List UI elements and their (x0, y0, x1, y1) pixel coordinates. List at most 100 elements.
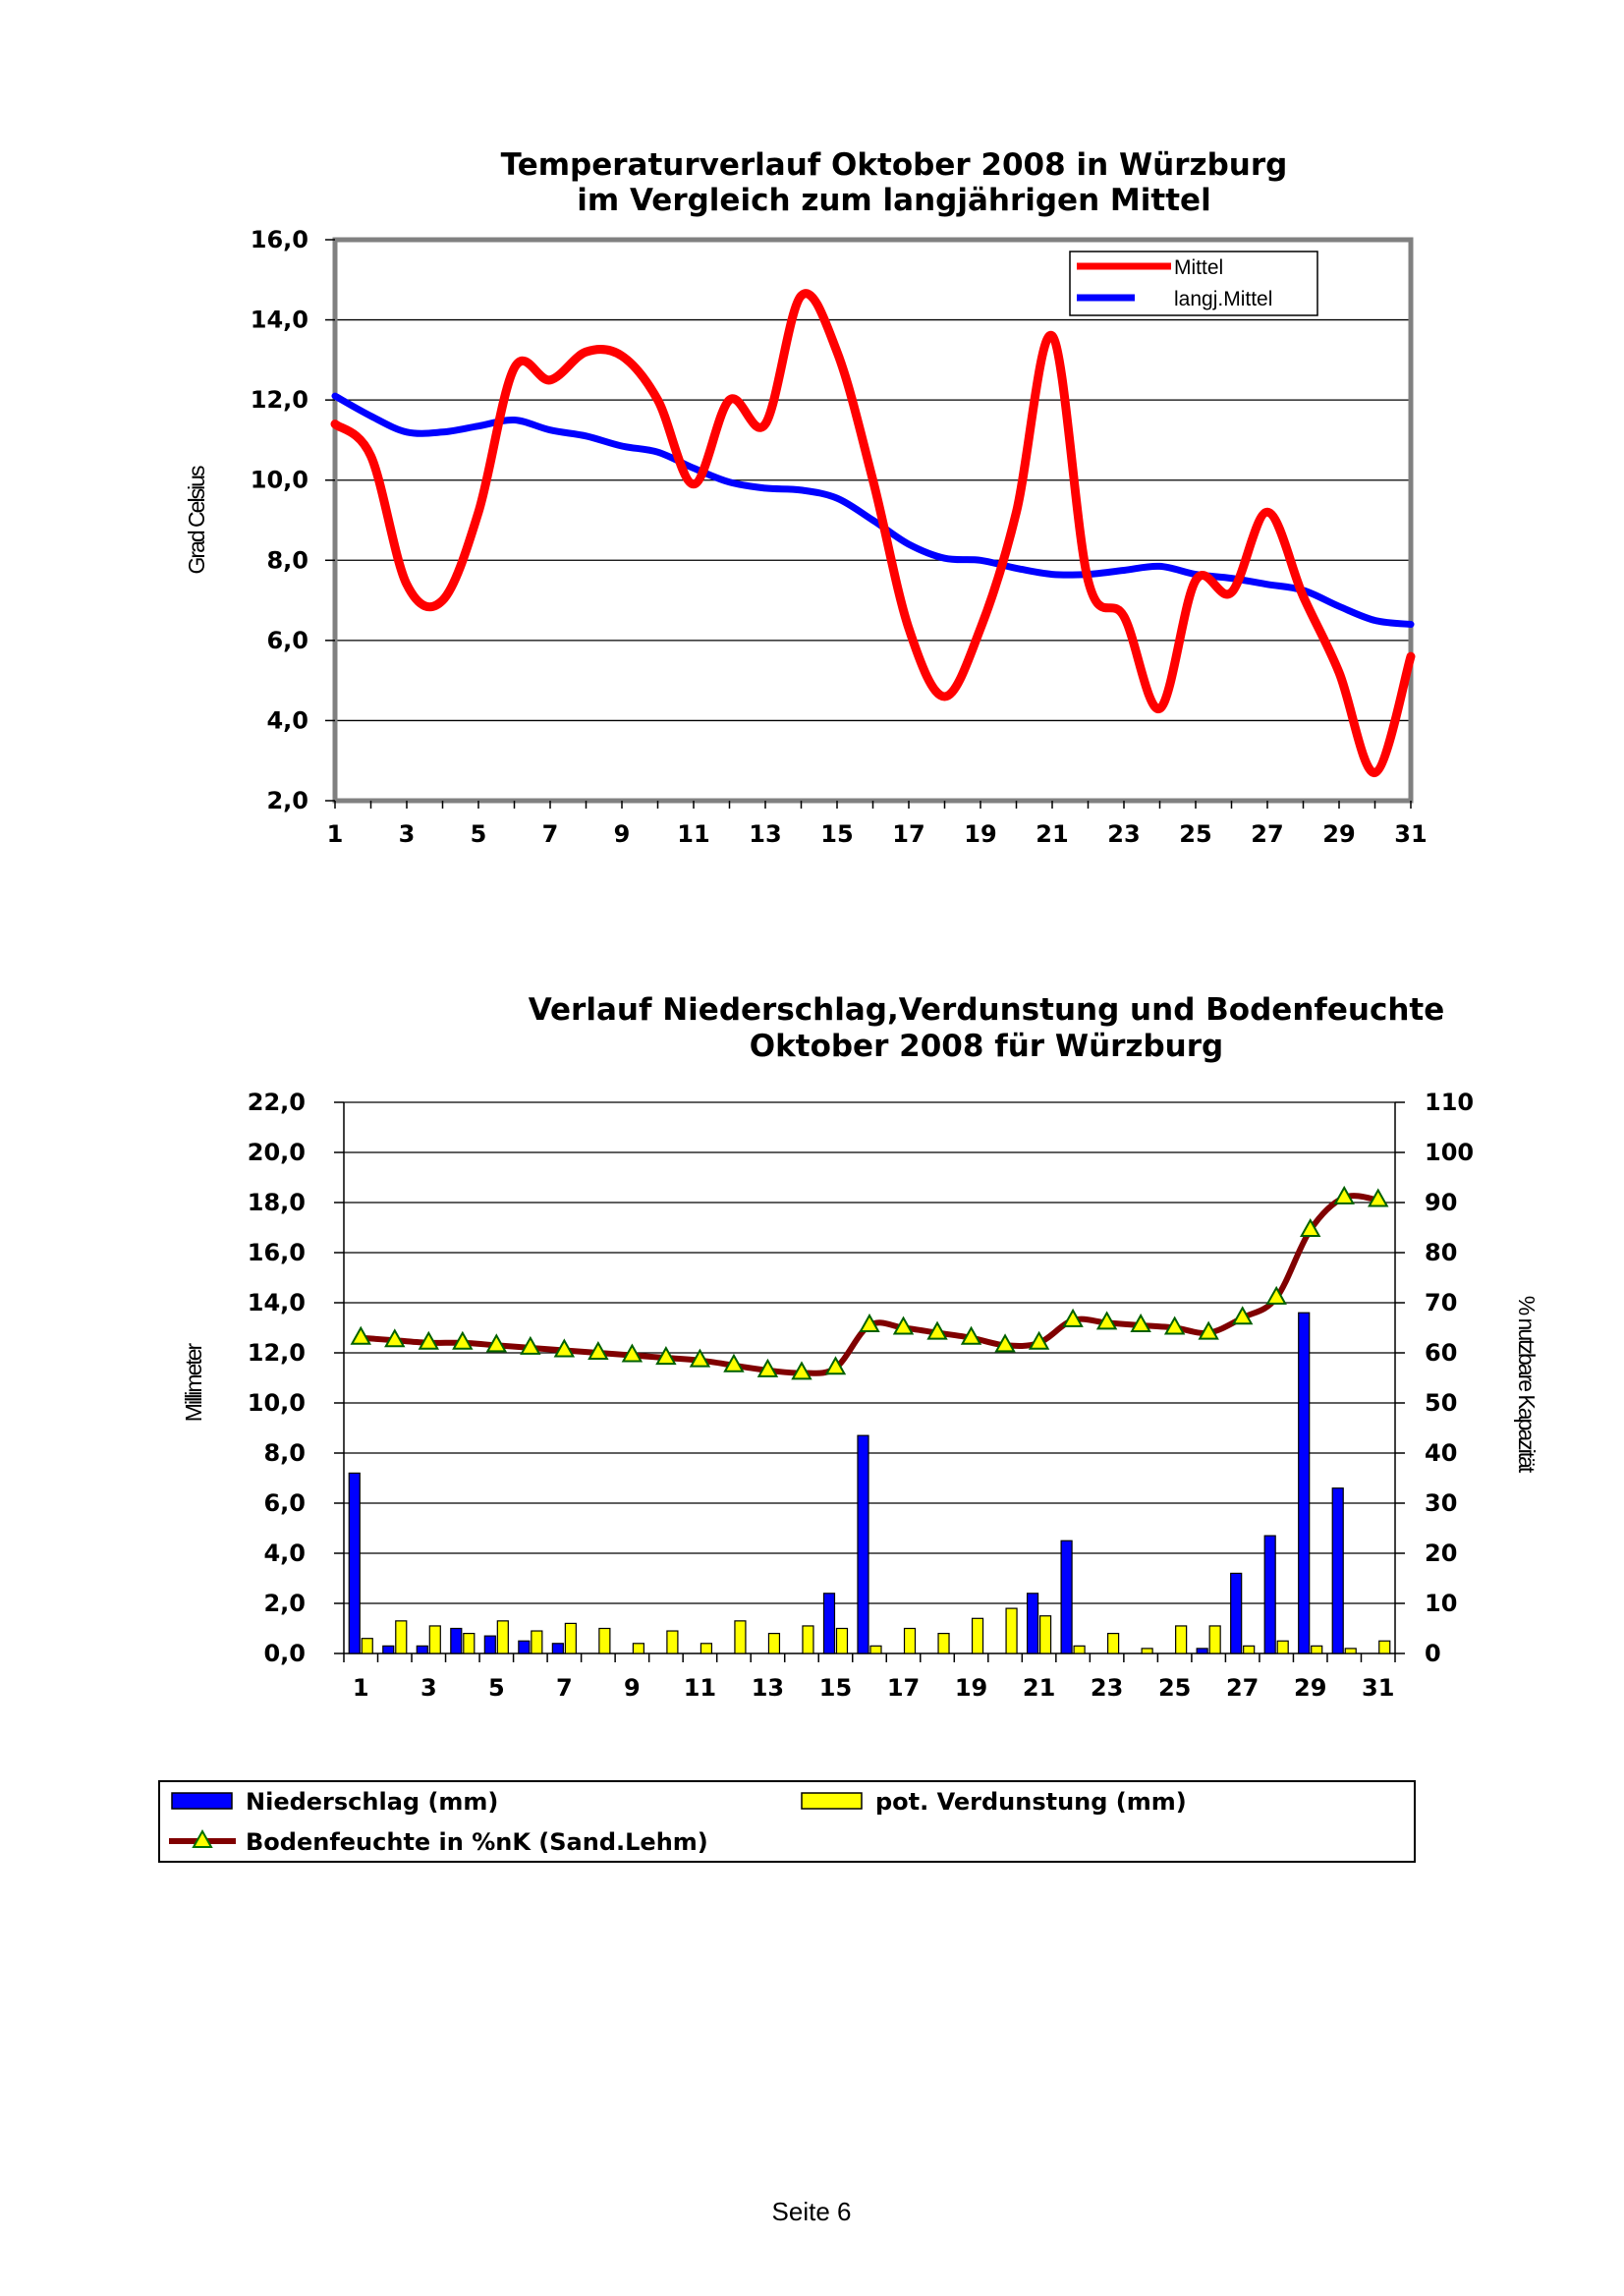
bar-niederschlag (857, 1434, 869, 1654)
bar-niederschlag (551, 1643, 564, 1654)
bar-niederschlag (518, 1640, 531, 1654)
bar-verdunstung (802, 1625, 814, 1654)
bar-verdunstung (428, 1625, 441, 1654)
marker-bodenfeuchte (756, 1358, 779, 1377)
chart2-x-tick-label: 23 (1091, 1674, 1123, 1702)
chart2-right-y-axis: 0 10 20 30 40 50 60 70 80 90 100 110 (1395, 1089, 1474, 1667)
marker-bodenfeuchte (859, 1313, 880, 1332)
bar-verdunstung (395, 1620, 408, 1654)
chart2-right-y-tick-label: 100 (1425, 1139, 1474, 1166)
chart1-x-tick-label: 29 (1322, 820, 1355, 848)
chart2-right-y-tick-label: 30 (1425, 1489, 1457, 1517)
temperature-chart: Temperaturverlauf Oktober 2008 in Würzbu… (184, 147, 1428, 848)
chart2-right-y-tick-label: 50 (1425, 1389, 1457, 1417)
chart2-right-y-tick-label: 60 (1425, 1339, 1457, 1367)
bar-verdunstung (700, 1643, 713, 1654)
marker-bodenfeuchte (1231, 1306, 1254, 1325)
chart1-y-tick-label: 16,0 (251, 226, 308, 253)
chart2-x-tick-label: 27 (1226, 1674, 1259, 1702)
bar-verdunstung (937, 1632, 950, 1654)
chart2-x-axis: 1 3 5 7 9 11 13 15 17 19 21 23 25 27 29 31 (343, 1653, 1396, 1702)
chart2-x-tick-label: 31 (1362, 1674, 1394, 1702)
chart2-y-tick-label: 16,0 (248, 1239, 306, 1266)
chart2-legend-box (158, 1780, 1416, 1863)
chart2-left-y-axis: 0,0 2,0 4,0 6,0 8,0 10,0 12,0 14,0 16,0 18,0 20,0 2… (248, 1089, 344, 1667)
chart2-x-tick-label: 13 (752, 1674, 784, 1702)
chart2-x-tick-label: 1 (353, 1674, 369, 1702)
chart1-x-tick-label: 19 (964, 820, 996, 848)
chart2-y-tick-label: 20,0 (248, 1139, 306, 1166)
page-number: Seite 6 (772, 2197, 852, 2226)
bar-verdunstung (531, 1630, 543, 1654)
chart2-legend: Niederschlag (mm) pot. Verdunstung (mm) … (158, 1780, 1416, 1863)
chart1-y-tick-label: 8,0 (266, 546, 308, 574)
bar-verdunstung (1005, 1607, 1018, 1654)
chart1-x-tick-label: 13 (749, 820, 781, 848)
bar-niederschlag (822, 1593, 836, 1654)
marker-bodenfeuchte (892, 1316, 915, 1335)
bar-verdunstung (1141, 1648, 1153, 1654)
chart2-y-tick-label: 18,0 (248, 1189, 306, 1216)
marker-bodenfeuchte (723, 1353, 745, 1372)
marker-bodenfeuchte (824, 1356, 847, 1375)
chart1-x-tick-label: 7 (542, 820, 559, 848)
marker-bodenfeuchte (960, 1325, 982, 1345)
chart2-y-tick-label: 10,0 (248, 1389, 306, 1417)
chart2-x-tick-label: 3 (420, 1674, 437, 1702)
chart2-x-tick-label: 11 (684, 1674, 716, 1702)
chart2-y-tick-label: 14,0 (248, 1289, 306, 1316)
chart1-legend-label-langj: langj.Mittel (1174, 288, 1272, 310)
chart1-x-tick-label: 27 (1251, 820, 1283, 848)
marker-bodenfeuchte (791, 1361, 812, 1380)
chart2-legend-label-evap: pot. Verdunstung (mm) (875, 1788, 1187, 1816)
chart1-legend: Mittel langj.Mittel (1069, 251, 1318, 316)
bar-niederschlag (450, 1627, 463, 1654)
chart1-title-line1: Temperaturverlauf Oktober 2008 in Würzbu… (501, 147, 1288, 183)
chart1-x-tick-label: 15 (820, 820, 853, 848)
marker-bodenfeuchte (1333, 1185, 1355, 1204)
bar-verdunstung (598, 1627, 611, 1654)
bar-verdunstung (1107, 1632, 1120, 1654)
chart2-right-y-tick-label: 10 (1425, 1590, 1457, 1617)
chart1-x-axis: 1 3 5 7 9 11 13 15 17 19 21 23 25 27 29 31 (327, 801, 1428, 848)
marker-bodenfeuchte (621, 1343, 644, 1363)
chart2-legend-label-precip: Niederschlag (mm) (246, 1788, 498, 1816)
chart1-y-axis: 2,0 4,0 6,0 8,0 10,0 12,0 14,0 16,0 (251, 226, 335, 814)
chart1-x-tick-label: 3 (399, 820, 416, 848)
bar-verdunstung (1344, 1648, 1357, 1654)
chart1-x-tick-label: 25 (1179, 820, 1211, 848)
marker-bodenfeuchte (384, 1328, 406, 1348)
marker-bodenfeuchte (1198, 1320, 1219, 1340)
chart1-y-tick-label: 2,0 (266, 787, 308, 814)
marker-bodenfeuchte (588, 1340, 609, 1360)
bar-niederschlag (348, 1472, 361, 1654)
chart1-legend-label-mittel: Mittel (1174, 256, 1223, 279)
bar-verdunstung (1038, 1615, 1052, 1654)
chart2-x-tick-label: 17 (887, 1674, 920, 1702)
chart2-right-y-tick-label: 90 (1425, 1189, 1457, 1216)
bar-niederschlag (1298, 1312, 1311, 1654)
chart2-x-tick-label: 15 (819, 1674, 852, 1702)
marker-bodenfeuchte (485, 1333, 508, 1353)
chart2-x-tick-label: 21 (1023, 1674, 1055, 1702)
precipitation-chart: Verlauf Niederschlag,Verdunstung und Bod… (158, 992, 1540, 1863)
marker-bodenfeuchte (1095, 1311, 1118, 1330)
bar-verdunstung (1378, 1640, 1391, 1654)
chart1-y-tick-label: 14,0 (251, 307, 308, 334)
chart1-title-line2: im Vergleich zum langjährigen Mittel (577, 183, 1210, 218)
chart1-series (330, 289, 1416, 777)
bar-niederschlag (416, 1645, 428, 1654)
bar-niederschlag (382, 1645, 395, 1654)
chart2-legend-swatch-precip (171, 1792, 233, 1810)
chart1-gridlines (335, 318, 1411, 722)
marker-bodenfeuchte (418, 1330, 440, 1350)
chart1-y-tick-label: 6,0 (266, 627, 308, 654)
series-line-langj-mittel (331, 392, 1415, 628)
chart1-x-tick-label: 21 (1036, 820, 1068, 848)
chart2-y-tick-label: 8,0 (263, 1439, 306, 1467)
bar-verdunstung (1073, 1645, 1086, 1654)
chart2-right-y-tick-label: 110 (1425, 1089, 1474, 1116)
marker-bodenfeuchte (1265, 1285, 1287, 1305)
bar-niederschlag (1026, 1593, 1039, 1654)
